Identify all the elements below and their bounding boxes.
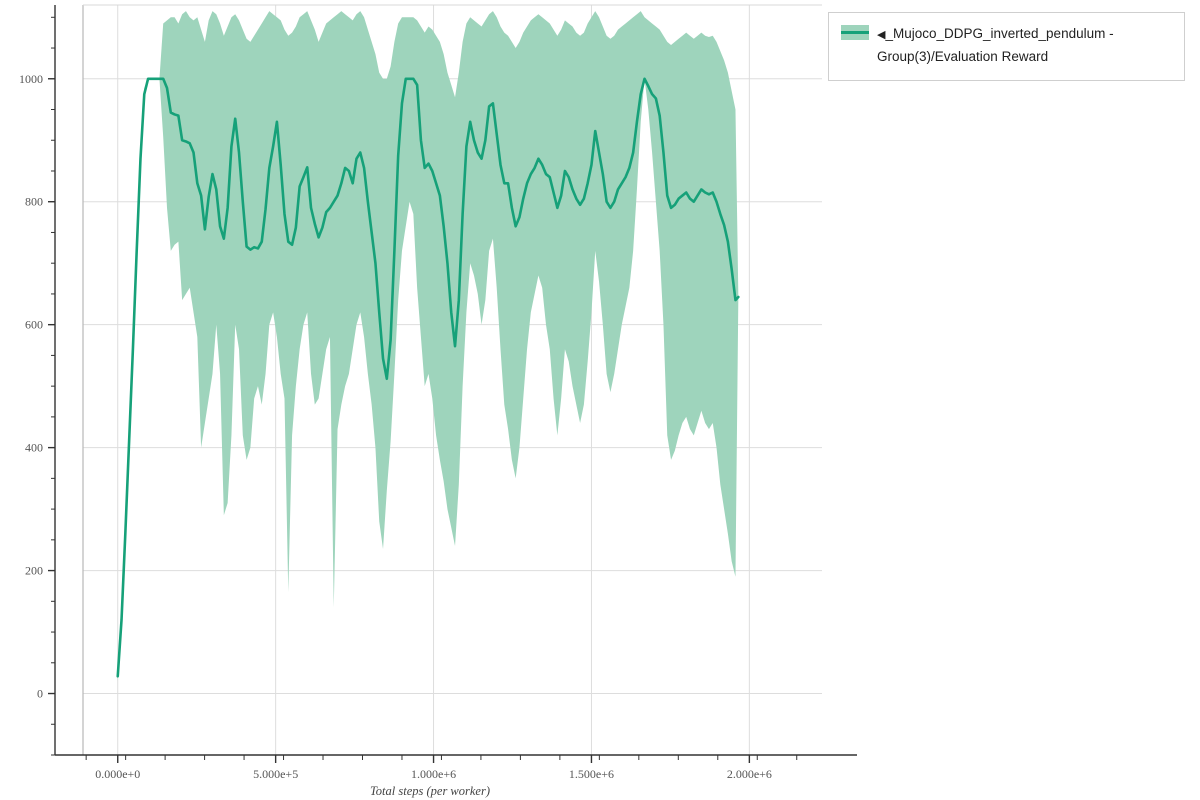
y-tick-label: 600 — [25, 318, 43, 332]
x-tick-label: 1.000e+6 — [411, 767, 456, 781]
y-tick-label: 0 — [37, 687, 43, 701]
legend-entry-label: _Mujoco_DDPG_inverted_pendulum - Group(3… — [877, 26, 1114, 64]
x-tick-label: 5.000e+5 — [253, 767, 298, 781]
x-tick-label: 2.000e+6 — [727, 767, 772, 781]
y-tick-label: 200 — [25, 564, 43, 578]
y-tick-label: 400 — [25, 441, 43, 455]
axes — [48, 4, 857, 763]
legend-row[interactable]: ◀_Mujoco_DDPG_inverted_pendulum - Group(… — [841, 23, 1172, 68]
tick-labels: 0 200 400 600 800 1000 0.000e+0 5.000e+5 1.000e+… — [19, 72, 772, 781]
x-tick-label: 0.000e+0 — [95, 767, 140, 781]
legend-color-swatch — [841, 25, 869, 40]
y-tick-label: 1000 — [19, 72, 43, 86]
chart-legend[interactable]: ◀_Mujoco_DDPG_inverted_pendulum - Group(… — [828, 12, 1185, 81]
y-tick-label: 800 — [25, 195, 43, 209]
uncertainty-band — [117, 11, 739, 682]
x-axis-title: Total steps (per worker) — [370, 784, 490, 798]
mean-line — [116, 77, 740, 678]
legend-line-swatch — [841, 31, 869, 34]
legend-entry-text[interactable]: ◀_Mujoco_DDPG_inverted_pendulum - Group(… — [877, 23, 1172, 68]
left-triangle-icon: ◀ — [877, 29, 886, 41]
x-tick-label: 1.500e+6 — [569, 767, 614, 781]
